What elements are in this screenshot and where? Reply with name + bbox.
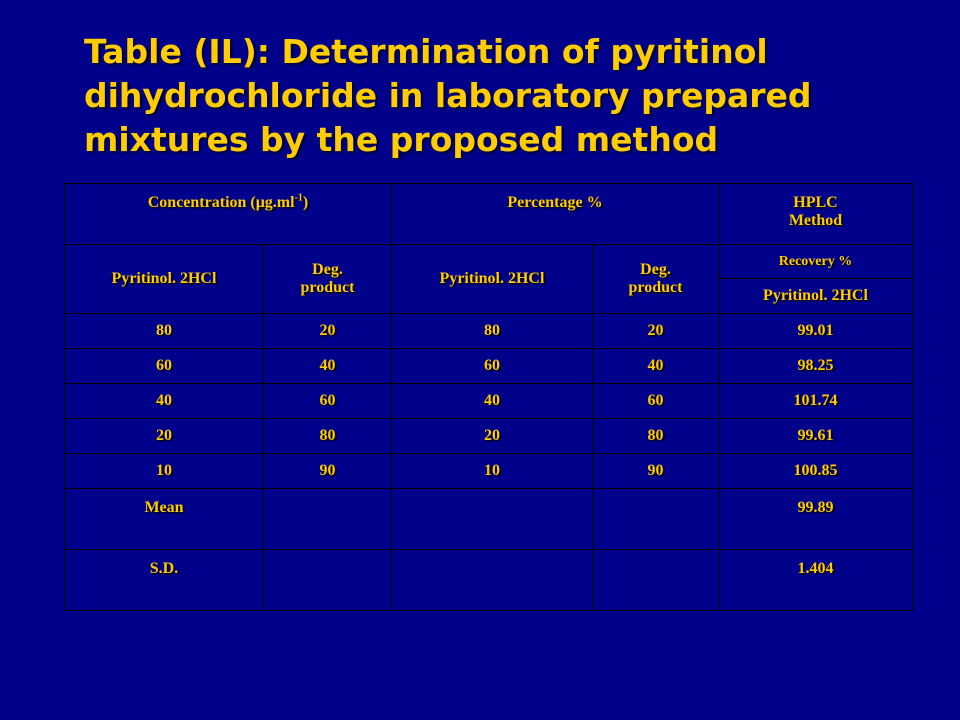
header-col-deg-pct-line1: Deg. <box>640 261 671 278</box>
table-cell: 40 <box>64 383 264 419</box>
table-cell: 100.85 <box>718 453 913 489</box>
header-col-deg-conc-line2: product <box>300 279 355 296</box>
header-col-pyritinol-conc-label: Pyritinol. 2HCl <box>111 270 217 287</box>
table-cell: 40 <box>263 348 392 384</box>
table-cell: 10 <box>391 453 593 489</box>
table-cell-empty <box>263 488 392 550</box>
table-cell: 20 <box>64 418 264 454</box>
header-col-pyritinol-hplc: Pyritinol. 2HCl <box>718 278 913 314</box>
sd-label-cell: S.D. <box>64 549 264 611</box>
table-cell: 101.74 <box>718 383 913 419</box>
table-cell: 60 <box>64 348 264 384</box>
table-cell: 90 <box>263 453 392 489</box>
table-cell-empty <box>391 488 593 550</box>
sd-value-cell: 1.404 <box>718 549 913 611</box>
table-cell: 80 <box>64 313 264 349</box>
mean-label-cell: Mean <box>64 488 264 550</box>
header-recovery: Recovery % <box>718 244 913 279</box>
table-cell-empty <box>592 549 719 611</box>
table-cell: 20 <box>592 313 719 349</box>
slide-title: Table (IL): Determination of pyritinol d… <box>84 30 944 162</box>
header-col-deg-conc: Deg. product <box>263 244 392 314</box>
table-cell: 10 <box>64 453 264 489</box>
title-line-3: mixtures by the proposed method <box>84 120 719 159</box>
table-cell: 40 <box>391 383 593 419</box>
table-cell: 99.61 <box>718 418 913 454</box>
table-cell: 20 <box>263 313 392 349</box>
header-percentage: Percentage % <box>391 183 719 245</box>
mean-label: Mean <box>144 499 184 516</box>
sd-label: S.D. <box>149 560 179 577</box>
header-col-pyritinol-conc: Pyritinol. 2HCl <box>64 244 264 314</box>
title-line-1: Table (IL): Determination of pyritinol <box>84 32 768 71</box>
header-concentration-label: Concentration (μg.ml-1) <box>147 192 309 211</box>
table-cell-empty <box>263 549 392 611</box>
table-cell: 20 <box>391 418 593 454</box>
table-cell: 80 <box>263 418 392 454</box>
header-concentration: Concentration (μg.ml-1) <box>64 183 392 245</box>
table-cell: 40 <box>592 348 719 384</box>
table-cell: 80 <box>391 313 593 349</box>
header-col-pyritinol-pct-label: Pyritinol. 2HCl <box>439 270 545 287</box>
table-cell: 60 <box>592 383 719 419</box>
header-col-pyritinol-pct: Pyritinol. 2HCl <box>391 244 593 314</box>
header-col-deg-conc-line1: Deg. <box>312 261 343 278</box>
table-cell-empty <box>592 488 719 550</box>
title-line-2: dihydrochloride in laboratory prepared <box>84 76 812 115</box>
sd-value: 1.404 <box>797 560 834 577</box>
table-cell: 98.25 <box>718 348 913 384</box>
header-hplc-line2: Method <box>788 212 843 229</box>
table-cell: 80 <box>592 418 719 454</box>
header-percentage-label: Percentage % <box>507 194 603 211</box>
table-cell: 99.01 <box>718 313 913 349</box>
mean-value-cell: 99.89 <box>718 488 913 550</box>
table-cell-empty <box>391 549 593 611</box>
header-recovery-label: Recovery % <box>778 253 853 269</box>
table-cell: 60 <box>263 383 392 419</box>
mean-value: 99.89 <box>797 499 834 516</box>
header-col-deg-pct-line2: product <box>628 279 683 296</box>
table-cell: 90 <box>592 453 719 489</box>
header-hplc: HPLC Method <box>718 183 913 245</box>
table-cell: 60 <box>391 348 593 384</box>
header-col-pyritinol-hplc-label: Pyritinol. 2HCl <box>763 287 868 304</box>
header-col-deg-pct: Deg. product <box>592 244 719 314</box>
header-hplc-line1: HPLC <box>793 194 838 211</box>
